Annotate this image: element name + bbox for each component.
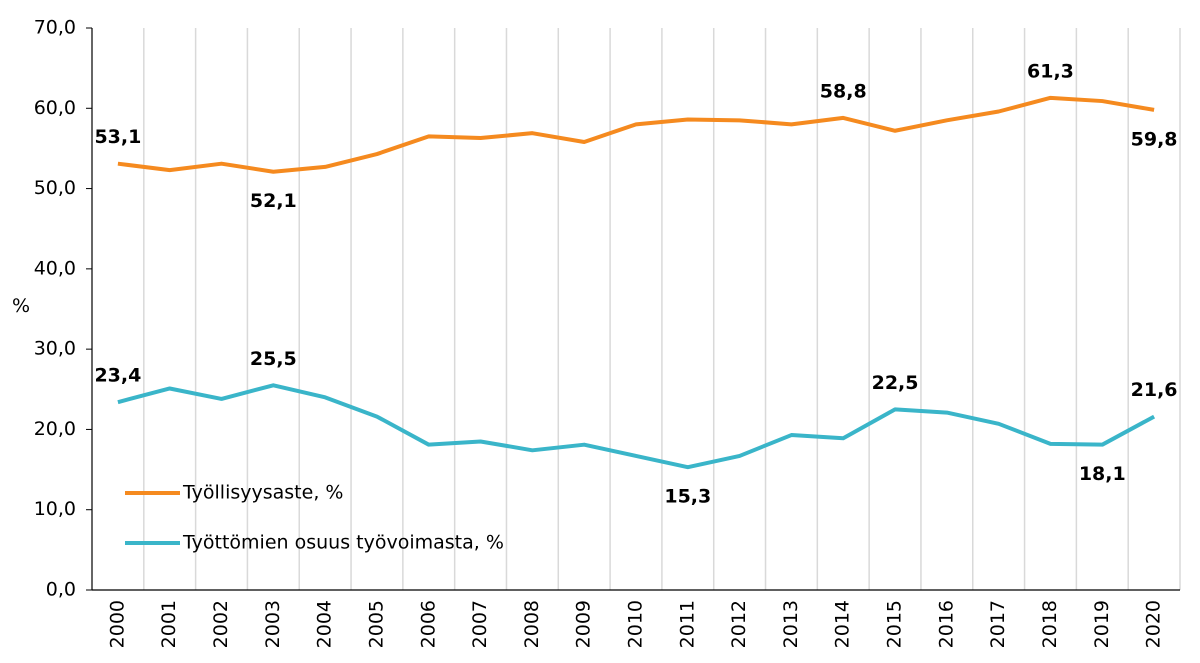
- y-tick-label: 30,0: [34, 338, 76, 360]
- x-tick-label: 2000: [106, 600, 128, 648]
- x-tick-label: 2016: [935, 600, 957, 648]
- x-tick-label: 2007: [469, 600, 491, 648]
- data-label: 61,3: [1027, 60, 1074, 82]
- data-label: 53,1: [94, 126, 141, 148]
- x-tick-label: 2001: [158, 600, 180, 648]
- x-tick-label: 2018: [1039, 600, 1061, 648]
- y-tick-label: 40,0: [34, 257, 76, 279]
- y-tick-label: 50,0: [34, 177, 76, 199]
- y-tick-label: 60,0: [34, 97, 76, 119]
- data-label: 15,3: [664, 486, 711, 508]
- x-tick-label: 2003: [262, 600, 284, 648]
- x-tick-label: 2012: [728, 600, 750, 648]
- x-tick-label: 2009: [573, 600, 595, 648]
- x-tick-label: 2005: [365, 600, 387, 648]
- legend-label: Työttömien osuus työvoimasta, %: [182, 532, 504, 554]
- x-tick-label: 2015: [884, 600, 906, 648]
- x-tick-label: 2004: [314, 600, 336, 648]
- y-axis-label: %: [12, 295, 30, 317]
- x-tick-label: 2020: [1143, 600, 1165, 648]
- data-label: 23,4: [94, 365, 141, 387]
- y-tick-label: 20,0: [34, 418, 76, 440]
- x-tick-label: 2014: [832, 600, 854, 648]
- data-label: 25,5: [250, 348, 297, 370]
- x-tick-label: 2019: [1091, 600, 1113, 648]
- data-label: 58,8: [820, 80, 867, 102]
- y-tick-label: 0,0: [46, 579, 76, 601]
- series-line: [117, 95, 1155, 174]
- data-label: 22,5: [872, 372, 919, 394]
- x-tick-label: 2008: [521, 600, 543, 648]
- y-tick-label: 10,0: [34, 498, 76, 520]
- y-tick-label: 70,0: [34, 17, 76, 39]
- data-label: 52,1: [250, 190, 297, 212]
- legend-label: Työllisyysaste, %: [182, 482, 343, 504]
- series-line: [117, 383, 1156, 470]
- x-tick-label: 2010: [625, 600, 647, 648]
- data-label: 18,1: [1079, 463, 1126, 485]
- x-tick-label: 2011: [676, 600, 698, 648]
- data-label: 59,8: [1131, 128, 1178, 150]
- x-tick-label: 2017: [987, 600, 1009, 648]
- x-tick-label: 2006: [417, 600, 439, 648]
- x-tick-label: 2013: [780, 600, 802, 648]
- data-label: 21,6: [1131, 379, 1178, 401]
- x-tick-label: 2002: [210, 600, 232, 648]
